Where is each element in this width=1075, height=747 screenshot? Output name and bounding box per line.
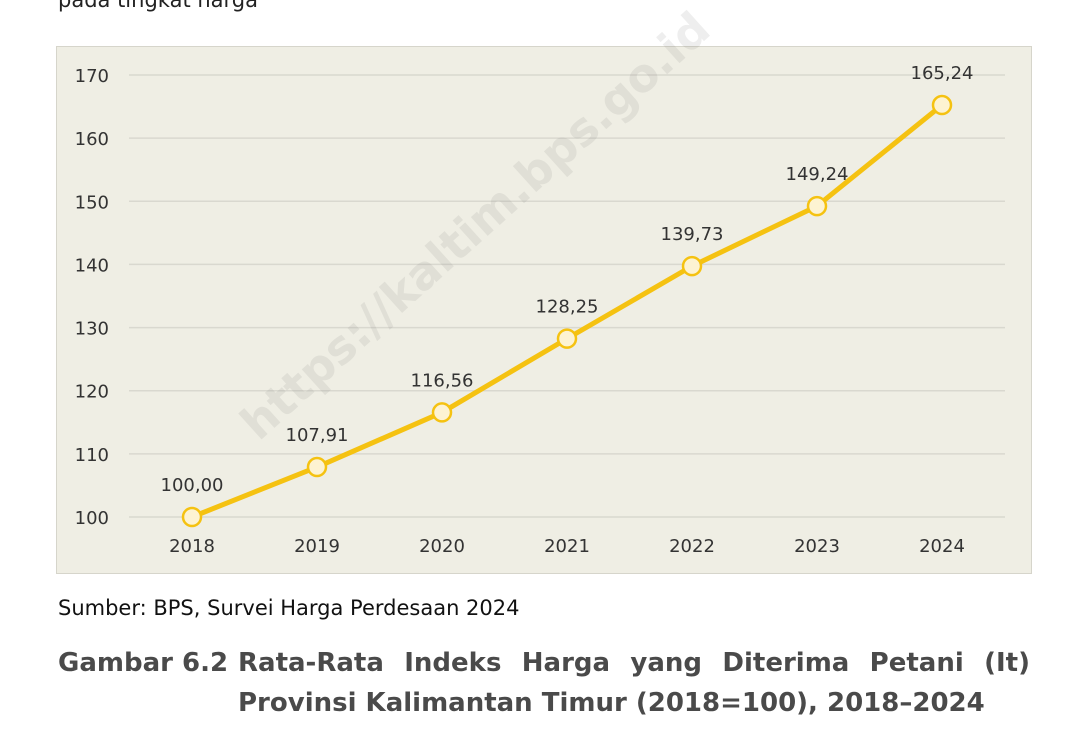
x-tick-label: 2019 [294, 536, 340, 557]
y-tick-label: 100 [75, 508, 109, 529]
data-label-2021: 128,25 [536, 297, 599, 318]
data-label-2024: 165,24 [911, 63, 974, 84]
y-tick-label: 160 [75, 129, 109, 150]
y-tick-label: 110 [75, 445, 109, 466]
data-point-markers [181, 94, 953, 528]
data-labels: 100,00 107,91 116,56 128,25 139,73 149,24 165,… [161, 63, 974, 496]
data-label-2020: 116,56 [411, 370, 474, 391]
data-point-2023 [806, 195, 828, 217]
y-tick-label: 130 [75, 319, 109, 340]
data-label-2023: 149,24 [786, 164, 849, 185]
line-chart: 100 110 120 130 140 150 160 170 2018 2019 2020 202… [75, 63, 1005, 557]
data-point-2020 [431, 402, 453, 423]
data-point-2019 [306, 456, 328, 478]
y-tick-label: 150 [75, 192, 109, 213]
figure-caption-line-2: Provinsi Kalimantan Timur (2018=100), 20… [238, 688, 985, 718]
x-axis-tick-labels: 2018 2019 2020 2021 2022 2023 2024 [169, 536, 965, 557]
x-tick-label: 2020 [419, 536, 465, 557]
x-tick-label: 2023 [794, 536, 840, 557]
y-axis-tick-labels: 100 110 120 130 140 150 160 170 [75, 66, 109, 529]
data-label-2018: 100,00 [161, 475, 224, 496]
y-tick-label: 120 [75, 382, 109, 403]
grid-lines [129, 74, 1005, 518]
y-tick-label: 170 [75, 66, 109, 87]
data-point-2018 [181, 506, 203, 528]
data-point-2022 [681, 255, 703, 277]
x-tick-label: 2021 [544, 536, 590, 557]
y-tick-label: 140 [75, 255, 109, 276]
x-tick-label: 2024 [919, 536, 965, 557]
preceding-text-fragment: pada tingkat harga [58, 0, 258, 12]
x-tick-label: 2022 [669, 536, 715, 557]
figure-number: Gambar 6.2 [58, 648, 229, 678]
data-point-2024 [931, 94, 953, 116]
data-label-2022: 139,73 [661, 224, 724, 245]
figure-caption-line-1: Rata-Rata Indeks Harga yang Diterima Pet… [238, 648, 1030, 678]
chart-frame: 100 110 120 130 140 150 160 170 2018 2019 2020 202… [56, 46, 1032, 574]
data-point-2021 [556, 328, 578, 349]
data-label-2019: 107,91 [286, 425, 349, 446]
source-note: Sumber: BPS, Survei Harga Perdesaan 2024 [58, 596, 520, 620]
x-tick-label: 2018 [169, 536, 215, 557]
